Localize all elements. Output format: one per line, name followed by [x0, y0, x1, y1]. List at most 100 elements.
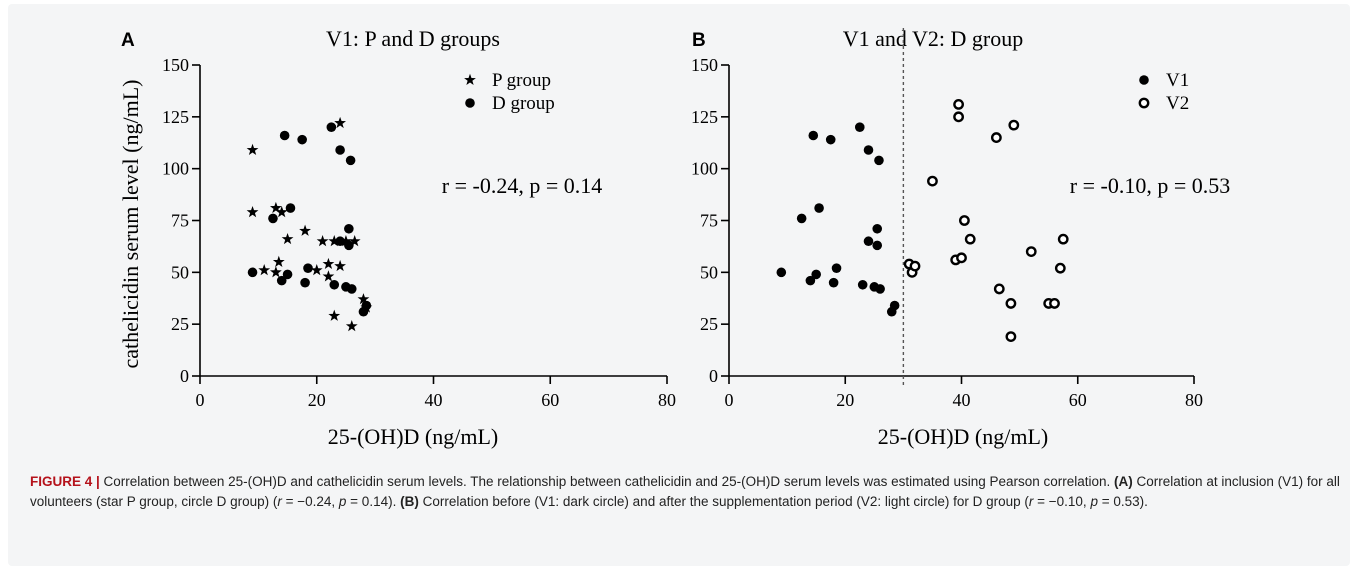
caption-p-value-b: = 0.53).: [1098, 494, 1148, 509]
data-point-b-2: [1059, 235, 1067, 243]
data-point-b-2: [960, 216, 968, 224]
data-point-a-1: [346, 320, 358, 331]
data-point-b-2: [1010, 121, 1018, 129]
data-point-b-1: [890, 301, 900, 311]
y-tick-label-a: 0: [180, 366, 189, 386]
data-point-a-2: [346, 156, 356, 166]
data-point-b-2: [1007, 332, 1015, 340]
data-point-b-2: [1007, 299, 1015, 307]
data-point-b-2: [995, 285, 1003, 293]
x-tick-label-b: 0: [725, 390, 734, 410]
data-point-b-1: [872, 241, 882, 251]
x-tick-label-a: 60: [541, 390, 559, 410]
data-point-a-1: [334, 260, 346, 271]
data-point-a-1: [258, 264, 270, 275]
data-point-a-2: [347, 284, 357, 294]
data-point-b-1: [864, 236, 874, 246]
data-point-a-2: [283, 270, 293, 280]
legend-marker-b-1: [1139, 75, 1149, 85]
figure-container: 0 25 50 75 100 125 150 0 20 40 60 80 A V1: P and D gr…: [8, 4, 1350, 566]
data-point-b-1: [814, 203, 824, 213]
figure-plots: 0 25 50 75 100 125 150 0 20 40 60 80 A V1: P and D gr…: [8, 4, 1350, 464]
legend-label-a-2: D group: [492, 93, 555, 114]
series-a-1: [247, 117, 373, 331]
y-tick-label-a: 125: [162, 107, 189, 127]
y-tick-label-b: 150: [691, 55, 718, 75]
data-point-a-1: [270, 266, 282, 277]
data-point-a-2: [344, 224, 354, 234]
data-point-b-2: [992, 133, 1000, 141]
data-point-b-2: [954, 113, 962, 121]
y-tick-label-a: 50: [171, 262, 189, 282]
data-point-a-1: [323, 270, 335, 281]
series-b-2: [905, 100, 1067, 341]
data-point-a-1: [311, 264, 323, 275]
data-point-a-2: [286, 203, 296, 213]
y-tick-label-b: 75: [700, 211, 718, 231]
x-axis-label-a: 25-(OH)D (ng/mL): [328, 424, 498, 449]
y-axis-label-a: cathelicidin serum level (ng/mL): [118, 80, 143, 369]
series-a-2: [248, 122, 371, 316]
data-point-b-1: [864, 145, 874, 155]
data-point-a-1: [323, 258, 335, 269]
x-tick-label-a: 0: [196, 390, 205, 410]
data-point-b-1: [797, 214, 807, 224]
figure-caption: FIGURE 4 | Correlation between 25-(OH)D …: [30, 472, 1348, 512]
data-point-b-2: [911, 262, 919, 270]
data-point-a-2: [280, 131, 290, 141]
panel-label-a: A: [121, 30, 135, 51]
data-point-a-2: [268, 214, 278, 224]
annotation-a: r = -0.24, p = 0.14: [442, 173, 602, 198]
chart-title-b: V1 and V2: D group: [843, 26, 1023, 51]
data-point-a-1: [273, 256, 285, 267]
data-point-b-1: [829, 278, 839, 288]
data-point-b-1: [808, 131, 818, 141]
data-point-b-1: [858, 280, 868, 290]
data-point-b-1: [777, 268, 787, 278]
legend-marker-a-2: [465, 98, 475, 108]
data-point-b-1: [811, 270, 821, 280]
data-point-b-2: [954, 100, 962, 108]
x-tick-label-a: 40: [425, 390, 443, 410]
data-point-a-2: [344, 241, 354, 251]
y-tick-label-b: 50: [700, 262, 718, 282]
series-b-1: [777, 122, 900, 316]
data-point-b-2: [1050, 299, 1058, 307]
x-tick-label-a: 20: [308, 390, 326, 410]
data-point-b-2: [957, 254, 965, 262]
legend-marker-b-2: [1140, 99, 1148, 107]
data-point-a-1: [299, 225, 311, 236]
data-point-a-2: [300, 278, 310, 288]
caption-r-value-a: = −0.24,: [282, 494, 339, 509]
y-tick-label-a: 75: [171, 211, 189, 231]
y-tick-label-b: 25: [700, 314, 718, 334]
legend-label-b-2: V2: [1166, 93, 1189, 114]
data-point-a-2: [297, 135, 307, 145]
x-tick-label-a: 80: [658, 390, 676, 410]
caption-sentence-1: Correlation between 25-(OH)D and catheli…: [100, 474, 1114, 489]
data-point-b-2: [1056, 264, 1064, 272]
data-point-b-1: [826, 135, 836, 145]
x-tick-label-b: 20: [836, 390, 854, 410]
caption-r-value-b: = −0.10,: [1033, 494, 1090, 509]
data-point-a-2: [248, 268, 258, 278]
x-tick-label-b: 40: [953, 390, 971, 410]
annotation-b: r = -0.10, p = 0.53: [1070, 173, 1230, 198]
y-tick-label-b: 0: [709, 366, 718, 386]
data-point-a-1: [328, 310, 340, 321]
data-point-b-2: [966, 235, 974, 243]
caption-p-symbol-b: p: [1090, 494, 1098, 509]
y-tick-label-a: 100: [162, 159, 189, 179]
data-point-b-1: [872, 224, 882, 234]
caption-ref-a: (A): [1114, 474, 1133, 489]
y-tick-label-a: 25: [171, 314, 189, 334]
x-tick-label-b: 80: [1185, 390, 1203, 410]
data-point-a-2: [327, 122, 337, 132]
caption-sentence-3: Correlation before (V1: dark circle) and…: [419, 494, 1029, 509]
legend-label-b-1: V1: [1166, 70, 1189, 91]
data-point-b-2: [1027, 247, 1035, 255]
y-tick-label-a: 150: [162, 55, 189, 75]
data-point-a-2: [329, 280, 339, 290]
data-point-a-1: [247, 144, 259, 155]
x-tick-label-b: 60: [1069, 390, 1087, 410]
